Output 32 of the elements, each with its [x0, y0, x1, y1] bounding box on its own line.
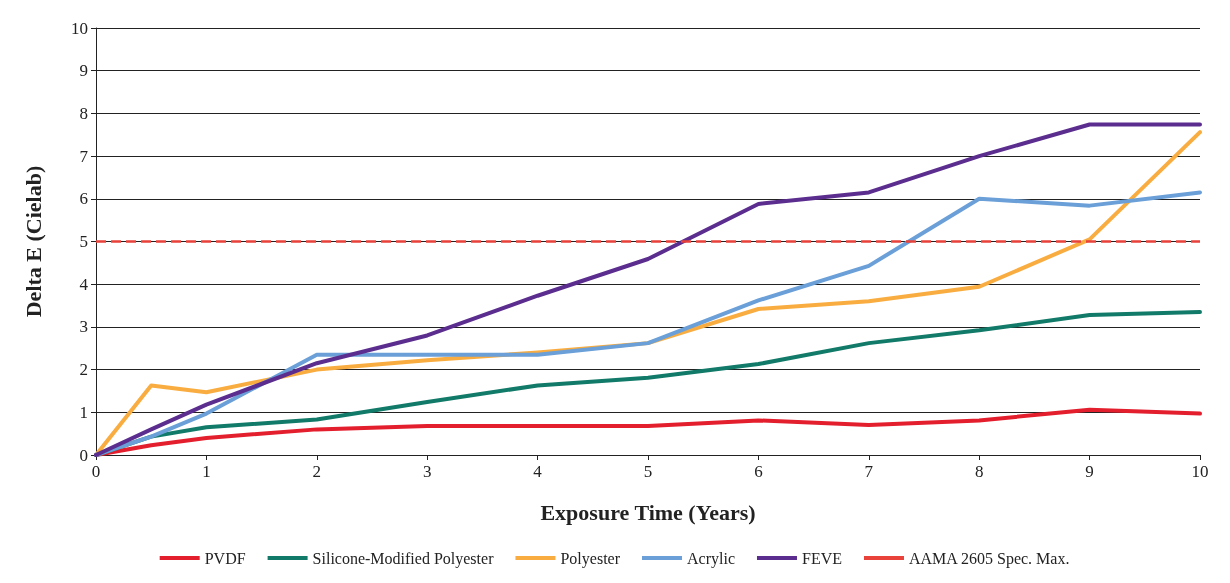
y-tick-label: 1 [79, 402, 88, 422]
legend-label: PVDF [204, 549, 246, 567]
y-tick-label: 9 [79, 61, 88, 81]
legend-label: FEVE [801, 549, 842, 567]
x-tick-label: 1 [202, 462, 211, 481]
x-tick-label: 6 [754, 462, 763, 481]
y-tick-label: 4 [79, 274, 89, 294]
x-tick-label: 0 [91, 462, 101, 481]
legend-label: Polyester [560, 549, 621, 568]
y-tick-label: 10 [71, 18, 88, 38]
x-tick-label: 5 [643, 462, 653, 481]
legend-label: Acrylic [687, 549, 735, 568]
line-series [94, 190, 1202, 457]
legend-label: Silicone-Modified Polyester [312, 549, 495, 568]
x-tick-label: 10 [1191, 462, 1209, 481]
y-tick-label: 3 [79, 317, 88, 337]
y-tick-label: 2 [79, 360, 88, 380]
y-axis-title: Delta E (Cielab) [20, 165, 46, 318]
x-tick-label: 8 [974, 462, 984, 481]
x-axis-title: Exposure Time (Years) [540, 499, 756, 525]
x-tick-label: 4 [533, 462, 543, 481]
x-tick-label: 3 [422, 462, 432, 481]
line-series [94, 407, 1202, 457]
legend-label: AAMA 2605 Spec. Max. [908, 549, 1070, 568]
y-tick-label: 5 [79, 232, 88, 251]
x-tick-label: 2 [312, 462, 322, 481]
y-tick-label: 0 [79, 445, 88, 465]
x-tick-label: 9 [1085, 462, 1094, 481]
y-tick-label: 8 [79, 103, 88, 123]
y-tick-label: 6 [79, 189, 88, 209]
x-tick-label: 7 [864, 462, 874, 481]
y-tick-label: 7 [79, 146, 89, 166]
